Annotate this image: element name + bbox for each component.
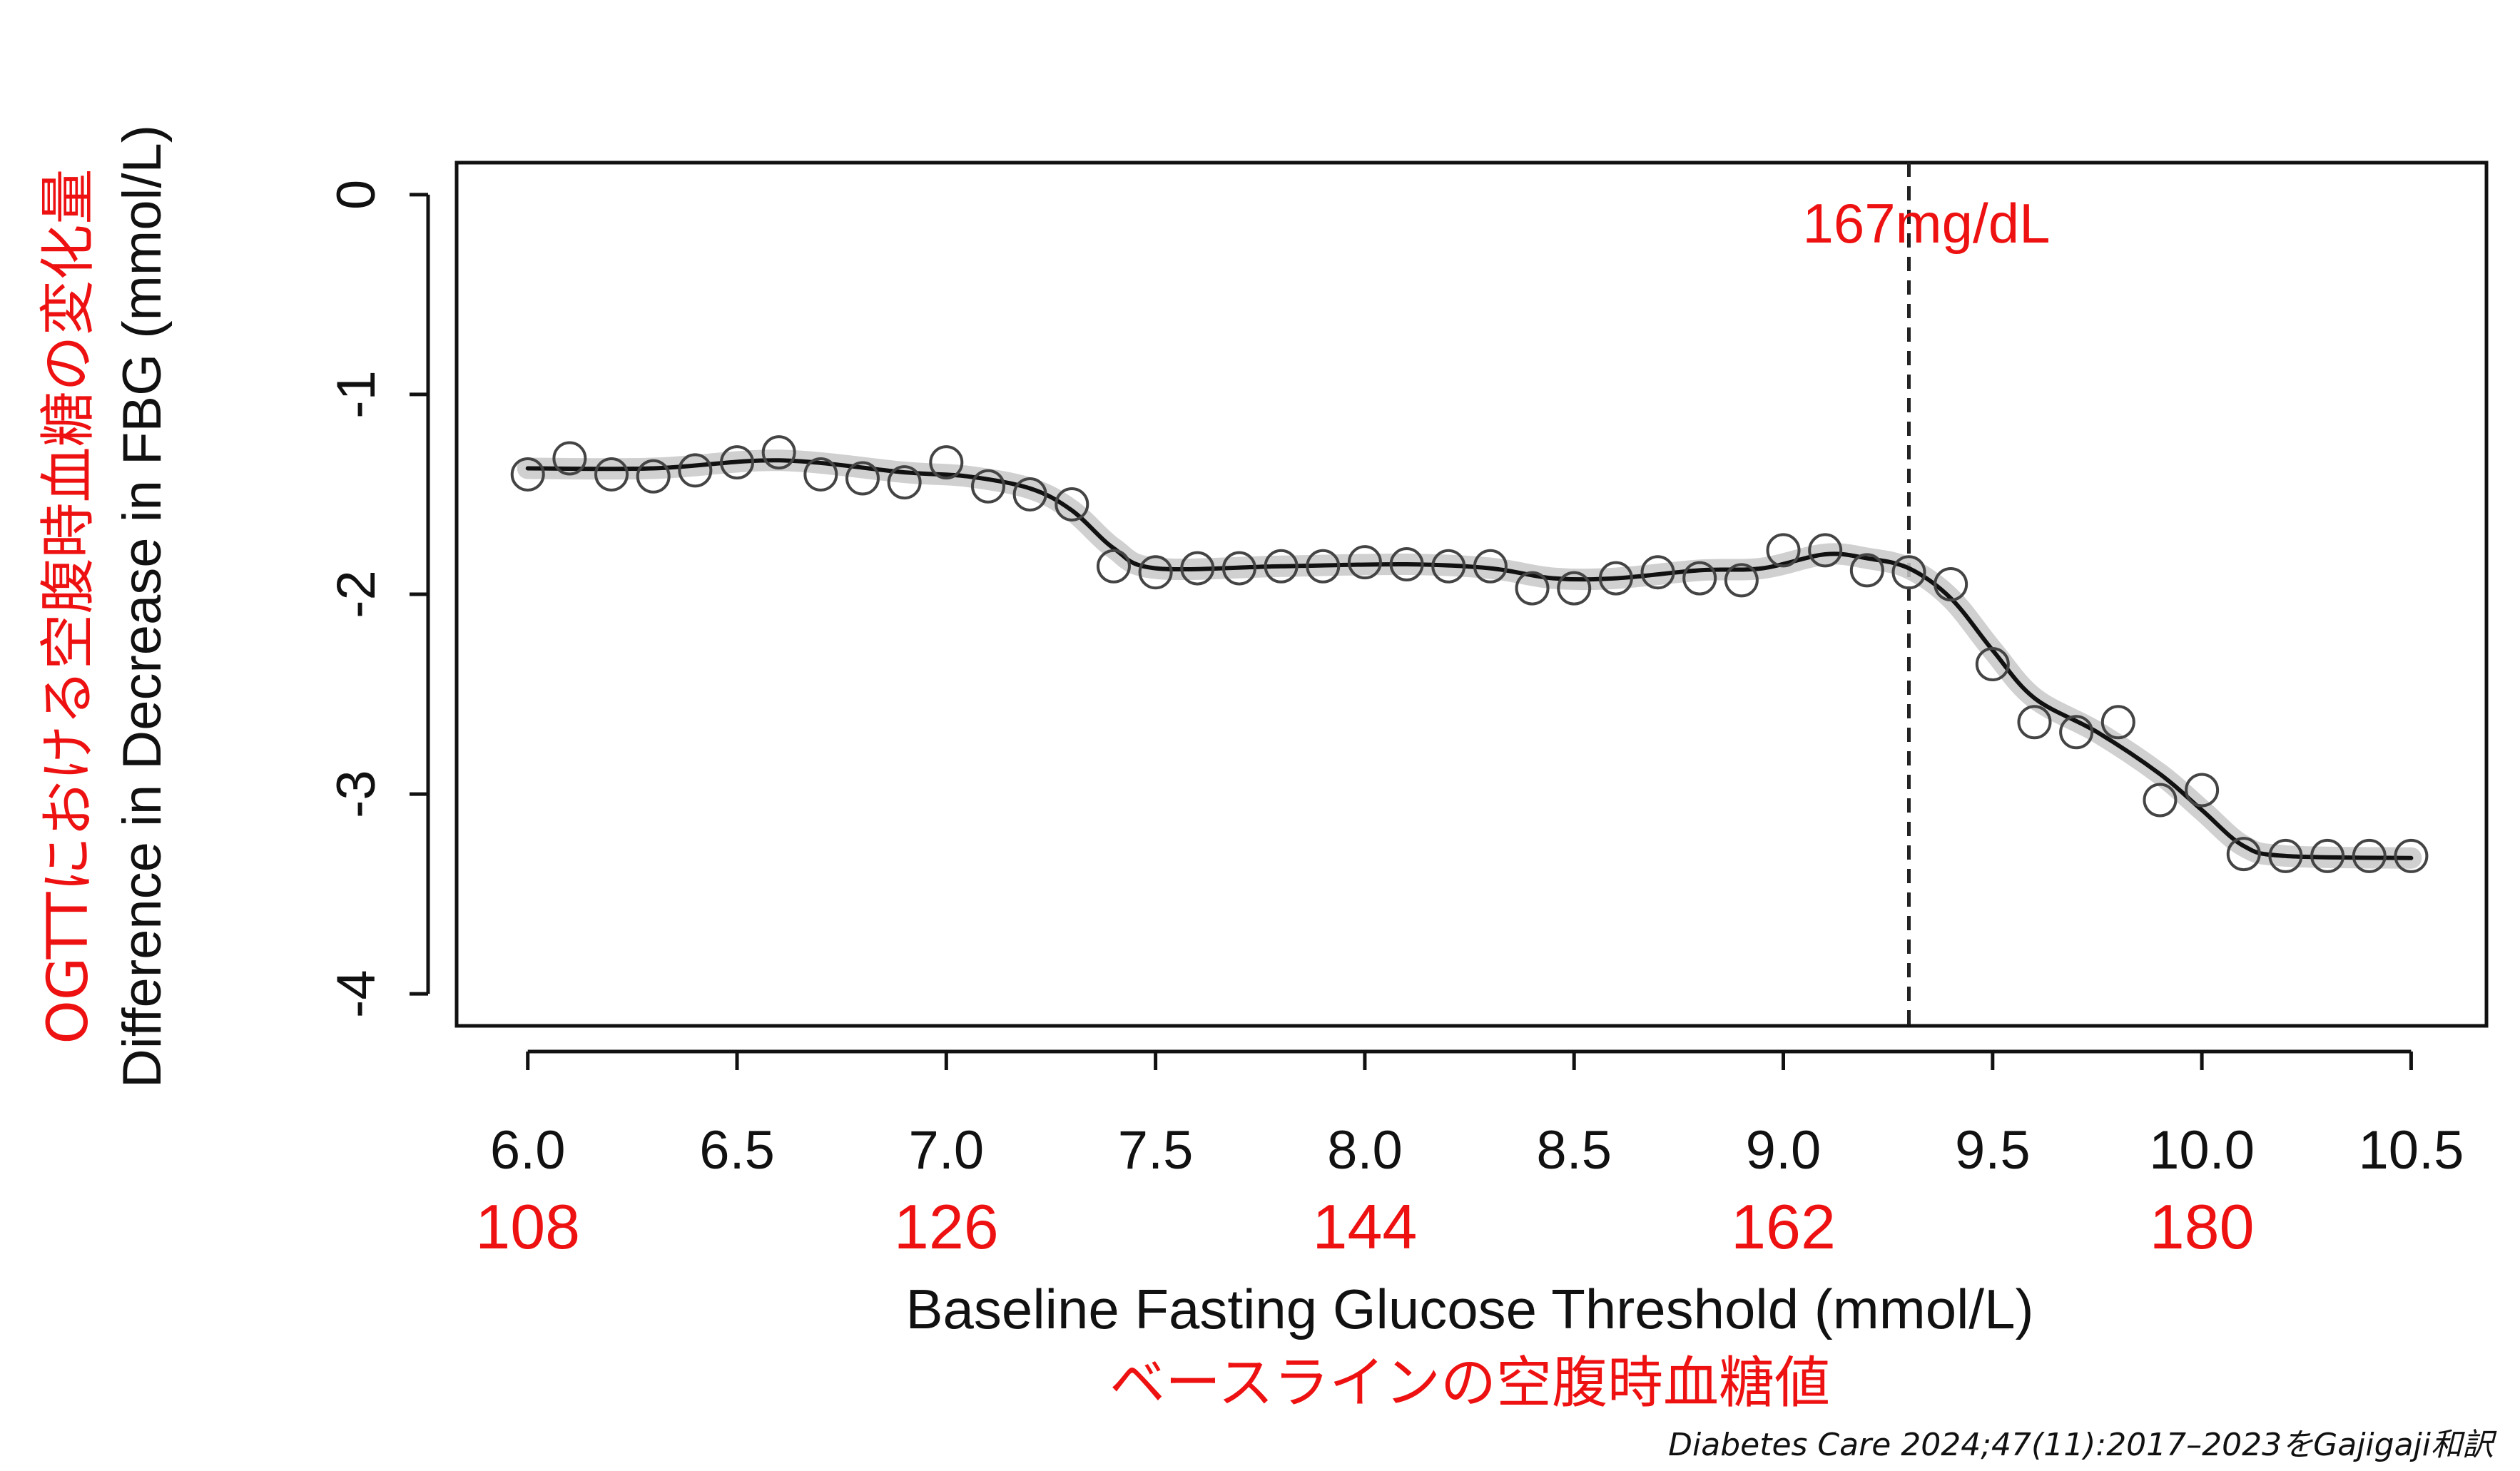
data-point bbox=[1891, 555, 1926, 590]
data-point bbox=[845, 461, 880, 496]
data-point bbox=[1808, 533, 1843, 568]
y-tick-label: -4 bbox=[326, 969, 387, 1018]
y-tick-label: -1 bbox=[326, 370, 387, 419]
data-point bbox=[1431, 549, 1466, 584]
x-tick-label: 10.0 bbox=[2149, 1120, 2255, 1181]
data-point bbox=[1766, 533, 1801, 568]
data-point bbox=[720, 445, 755, 480]
mgdl-tick-label: 108 bbox=[475, 1191, 580, 1262]
data-point bbox=[887, 465, 922, 500]
confidence-band-group bbox=[517, 449, 2422, 869]
data-point bbox=[1640, 555, 1675, 590]
y-axis: 0 -1 -2 -3 -4 bbox=[326, 180, 430, 1018]
data-point bbox=[1515, 571, 1550, 606]
data-point bbox=[2059, 715, 2094, 750]
data-point bbox=[1055, 487, 1089, 521]
data-point bbox=[2310, 838, 2345, 873]
x-tick-label: 8.0 bbox=[1327, 1120, 1403, 1181]
y-tick-label: -3 bbox=[326, 770, 387, 818]
x-axis-label: Baseline Fasting Glucose Threshold (mmol… bbox=[906, 1278, 2034, 1340]
confidence-band bbox=[517, 449, 2422, 869]
data-point bbox=[1389, 546, 1424, 581]
data-point bbox=[1849, 553, 1884, 588]
data-point bbox=[803, 457, 838, 492]
data-point bbox=[1180, 551, 1215, 586]
smooth-curve bbox=[525, 458, 2414, 860]
x-tick-label: 10.5 bbox=[2358, 1120, 2464, 1181]
citation: Diabetes Care 2024;47(11):2017–2023をGaji… bbox=[1668, 1427, 2497, 1463]
data-point bbox=[2143, 783, 2178, 818]
data-point bbox=[1557, 571, 1592, 606]
y-tick-label: -2 bbox=[326, 570, 387, 619]
data-point bbox=[1724, 563, 1759, 598]
data-point bbox=[1096, 549, 1131, 584]
data-point bbox=[1598, 561, 1633, 596]
x-tick-label: 7.5 bbox=[1118, 1120, 1194, 1181]
x-axis-label-jp: ベースラインの空腹時血糖値 bbox=[1109, 1351, 1830, 1415]
data-point bbox=[970, 469, 1005, 504]
y-tick-label: 0 bbox=[326, 180, 387, 210]
mgdl-tick-label: 162 bbox=[1731, 1191, 1836, 1262]
x-tick-label: 7.0 bbox=[908, 1120, 984, 1181]
data-point bbox=[2352, 838, 2387, 873]
x-tick-label: 6.0 bbox=[490, 1120, 566, 1181]
x-tick-label: 9.5 bbox=[1955, 1120, 2031, 1181]
data-point bbox=[2268, 838, 2303, 873]
mgdl-tick-label: 144 bbox=[1313, 1191, 1418, 1262]
y-axis-label-jp: OGTTにおける空腹時血糖の変化量 bbox=[36, 169, 101, 1044]
data-point bbox=[552, 441, 587, 476]
data-point bbox=[1264, 549, 1299, 584]
y-axis-label: Difference in Decrease in FBG (mmol/L) bbox=[112, 125, 173, 1088]
data-point bbox=[2017, 705, 2052, 740]
data-point bbox=[594, 457, 629, 492]
data-point bbox=[1975, 647, 2010, 682]
mgdl-tick-label: 126 bbox=[894, 1191, 999, 1262]
data-point bbox=[1012, 477, 1047, 511]
data-point bbox=[2100, 705, 2135, 740]
mgdl-axis: 108 126 144 162 180 bbox=[475, 1191, 2254, 1262]
data-point bbox=[761, 435, 796, 470]
data-points-group bbox=[510, 435, 2429, 873]
x-tick-label: 6.5 bbox=[699, 1120, 775, 1181]
mgdl-tick-label: 180 bbox=[2150, 1191, 2255, 1262]
x-tick-label: 8.5 bbox=[1536, 1120, 1612, 1181]
data-point bbox=[1138, 555, 1173, 590]
data-point bbox=[1306, 549, 1341, 584]
plot-frame bbox=[454, 161, 2489, 1028]
data-point bbox=[929, 445, 964, 480]
data-point bbox=[2185, 773, 2220, 808]
threshold-label: 167mg/dL bbox=[1803, 192, 2051, 255]
x-axis: 6.0 6.5 7.0 7.5 8.0 8.5 9.0 9.5 10.0 10.5 bbox=[490, 1049, 2464, 1181]
data-point bbox=[2394, 838, 2429, 873]
data-point bbox=[1934, 566, 1968, 601]
x-tick-label: 9.0 bbox=[1746, 1120, 1822, 1181]
data-point bbox=[2226, 837, 2261, 872]
data-point bbox=[1347, 545, 1382, 580]
smooth-curve-group bbox=[525, 458, 2414, 860]
data-point bbox=[510, 457, 545, 492]
data-point bbox=[678, 453, 713, 488]
data-point bbox=[1473, 549, 1508, 584]
data-point bbox=[1682, 561, 1717, 596]
data-point bbox=[636, 459, 671, 494]
data-point bbox=[1221, 551, 1256, 586]
